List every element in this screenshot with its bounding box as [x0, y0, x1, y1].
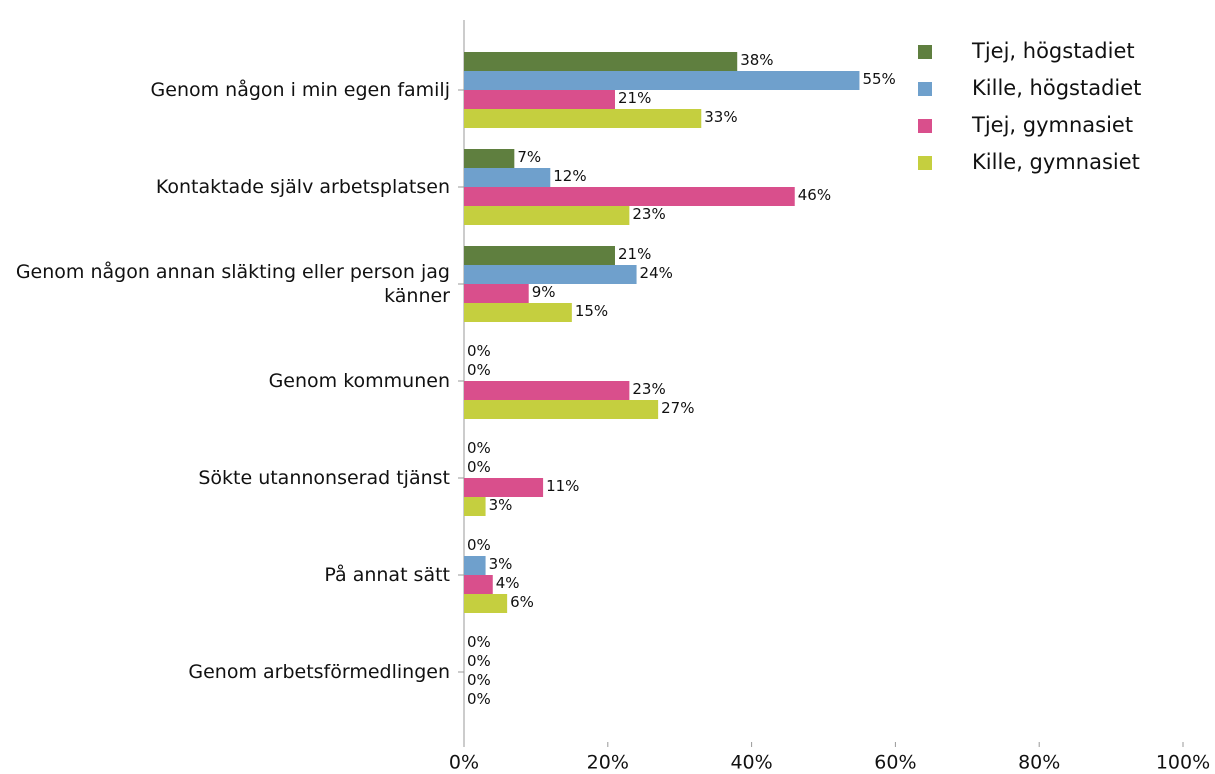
- bar: [464, 109, 702, 128]
- data-label: 27%: [661, 399, 694, 417]
- data-label: 0%: [467, 671, 491, 689]
- bar: [464, 575, 493, 594]
- bar: [464, 400, 659, 419]
- data-label: 0%: [467, 361, 491, 379]
- x-tick-label: 100%: [1156, 752, 1210, 774]
- category-label: Genom arbetsförmedlingen: [188, 661, 450, 683]
- legend-swatch: [918, 119, 932, 133]
- data-label: 23%: [632, 380, 665, 398]
- x-tick-label: 80%: [1018, 752, 1060, 774]
- data-label: 24%: [640, 264, 673, 282]
- category-label: Kontaktade själv arbetsplatsen: [155, 176, 450, 198]
- bar: [464, 478, 544, 497]
- bar: [464, 52, 738, 71]
- data-label: 23%: [632, 205, 665, 223]
- data-label: 21%: [618, 245, 651, 263]
- bar: [464, 149, 515, 168]
- bar: [464, 206, 630, 225]
- data-label: 55%: [862, 70, 895, 88]
- data-label: 0%: [467, 458, 491, 476]
- bar: [464, 71, 860, 90]
- bar: [464, 168, 551, 187]
- bar: [464, 381, 630, 400]
- bar: [464, 594, 508, 613]
- bar: [464, 497, 486, 516]
- data-label: 46%: [798, 186, 831, 204]
- data-label: 3%: [489, 496, 513, 514]
- data-label: 38%: [740, 51, 773, 69]
- bar: [464, 556, 486, 575]
- legend-swatch: [918, 156, 932, 170]
- data-label: 11%: [546, 477, 579, 495]
- data-label: 0%: [467, 652, 491, 670]
- x-tick-label: 0%: [449, 752, 479, 774]
- x-tick-label: 40%: [730, 752, 772, 774]
- category-label: Sökte utannonserad tjänst: [198, 467, 450, 489]
- data-label: 0%: [467, 439, 491, 457]
- bar: [464, 303, 572, 322]
- data-label: 9%: [532, 283, 556, 301]
- data-label: 0%: [467, 690, 491, 708]
- category-label: Genom någon annan släkting eller person …: [15, 261, 450, 307]
- data-label: 0%: [467, 536, 491, 554]
- bar: [464, 246, 615, 265]
- bar: [464, 284, 529, 303]
- data-label: 0%: [467, 633, 491, 651]
- category-label: På annat sätt: [324, 564, 450, 586]
- data-label: 7%: [517, 148, 541, 166]
- data-label: 15%: [575, 302, 608, 320]
- category-label: Genom någon i min egen familj: [150, 79, 450, 101]
- data-label: 21%: [618, 89, 651, 107]
- data-label: 4%: [496, 574, 520, 592]
- data-label: 0%: [467, 342, 491, 360]
- data-label: 12%: [553, 167, 586, 185]
- bar: [464, 265, 637, 284]
- x-tick-label: 20%: [587, 752, 629, 774]
- data-label: 3%: [489, 555, 513, 573]
- bar: [464, 187, 795, 206]
- legend-label: Tjej, högstadiet: [971, 39, 1135, 63]
- legend-swatch: [918, 82, 932, 96]
- data-label: 6%: [510, 593, 534, 611]
- legend-label: Kille, gymnasiet: [972, 150, 1140, 174]
- legend-label: Kille, högstadiet: [972, 76, 1141, 100]
- category-label: Genom kommunen: [268, 370, 450, 392]
- x-tick-label: 60%: [874, 752, 916, 774]
- legend-swatch: [918, 45, 932, 59]
- bar: [464, 90, 615, 109]
- legend-label: Tjej, gymnasiet: [971, 113, 1133, 137]
- data-label: 33%: [704, 108, 737, 126]
